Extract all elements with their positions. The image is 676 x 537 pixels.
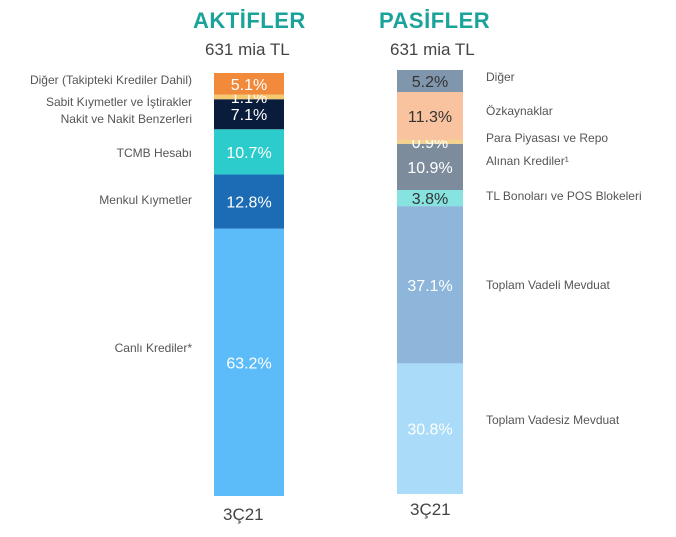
label-liab-borrowings: Alınan Krediler¹ <box>486 154 569 168</box>
liabilities-value-label-5: 11.3% <box>408 109 452 126</box>
assets-value-label-0: 63.2% <box>226 355 271 372</box>
assets-bar-segment-0 <box>214 228 284 496</box>
liabilities-bar-segment-3 <box>397 143 463 190</box>
liabilities-subtitle: 631 mia TL <box>390 40 475 59</box>
liabilities-bar-segment-0 <box>397 363 463 494</box>
label-liab-equity: Özkaynaklar <box>486 104 553 118</box>
assets-bar-segment-5 <box>214 73 284 95</box>
label-asset-loans: Canlı Krediler* <box>114 341 192 355</box>
label-asset-cbrt: TCMB Hesabı <box>116 146 192 160</box>
liabilities-title: PASİFLER <box>379 8 491 33</box>
assets-value-label-5: 5.1% <box>231 77 267 94</box>
assets-value-label-2: 10.7% <box>226 145 271 162</box>
assets-value-label-1: 12.8% <box>226 195 271 212</box>
label-asset-fixed: Sabit Kıymetler ve İştirakler <box>45 95 192 109</box>
label-liab-repo: Para Piyasası ve Repo <box>486 131 609 145</box>
liabilities-value-label-1: 37.1% <box>407 278 452 295</box>
liabilities-bar-segment-6 <box>397 70 463 93</box>
assets-bar-segment-4 <box>214 94 284 100</box>
liabilities-bar-segment-2 <box>397 189 463 207</box>
liabilities-bar-segment-1 <box>397 206 463 364</box>
label-liab-bonds: TL Bonoları ve POS Blokeleri <box>486 189 642 203</box>
assets-period-label: 3Ç21 <box>223 505 264 524</box>
label-liab-demand-deposits: Toplam Vadesiz Mevduat <box>486 413 620 427</box>
assets-title: AKTİFLER <box>193 8 306 33</box>
label-liab-other: Diğer <box>486 70 515 84</box>
assets-bar-segment-2 <box>214 129 284 175</box>
liabilities-value-label-2: 3.8% <box>412 191 448 208</box>
label-asset-securities: Menkul Kıymetler <box>99 193 192 207</box>
label-asset-other: Diğer (Takipteki Krediler Dahil) <box>29 73 192 87</box>
liabilities-period-label: 3Ç21 <box>410 500 451 519</box>
liabilities-value-label-3: 10.9% <box>407 160 452 177</box>
liabilities-value-label-0: 30.8% <box>407 422 452 439</box>
assets-bar-segment-1 <box>214 174 284 229</box>
assets-bar-segment-3 <box>214 99 284 130</box>
liabilities-bar-segment-4 <box>397 139 463 144</box>
assets-value-label-3: 7.1% <box>231 107 267 124</box>
liabilities-value-label-6: 5.2% <box>412 74 448 91</box>
assets-subtitle: 631 mia TL <box>205 40 290 59</box>
liabilities-bar-segment-5 <box>397 92 463 140</box>
label-asset-cash: Nakit ve Nakit Benzerleri <box>60 112 192 126</box>
label-liab-time-deposits: Toplam Vadeli Mevduat <box>486 278 610 292</box>
